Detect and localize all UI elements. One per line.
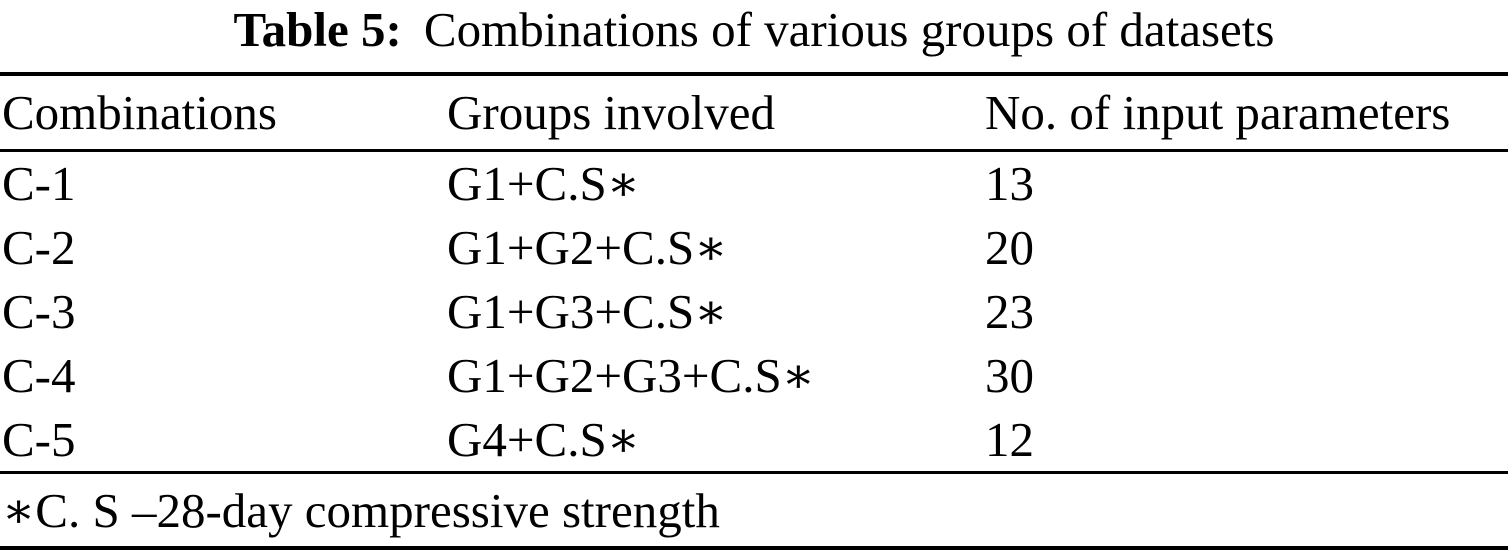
- table-footnote-text: ∗C. S –28-day compressive strength: [2, 482, 720, 538]
- cell-combination: C-1: [2, 156, 76, 212]
- cell-groups: G1+G2+G3+C.S∗: [447, 347, 816, 403]
- table-header-separator-rule: [0, 149, 1508, 152]
- cell-params: 23: [985, 283, 1034, 339]
- table-footnote: ∗C. S –28-day compressive strength: [0, 474, 1508, 546]
- table-caption-label: Table 5:: [233, 2, 402, 57]
- cell-combination: C-2: [2, 220, 76, 276]
- cell-params: 13: [985, 156, 1034, 212]
- cell-groups: G1+C.S∗: [447, 156, 641, 212]
- cell-params: 30: [985, 347, 1034, 403]
- table-top-rule: [0, 72, 1508, 76]
- table-row: C-4 G1+G2+G3+C.S∗ 30: [0, 343, 1508, 407]
- table-row: C-5 G4+C.S∗ 12: [0, 407, 1508, 471]
- table-header-row: Combinations Groups involved No. of inpu…: [0, 76, 1508, 149]
- cell-params: 20: [985, 220, 1034, 276]
- table-row: C-1 G1+C.S∗ 13: [0, 152, 1508, 216]
- cell-combination: C-4: [2, 347, 76, 403]
- cell-groups: G1+G2+C.S∗: [447, 220, 728, 276]
- column-header-groups-involved: Groups involved: [447, 85, 775, 140]
- table-body: C-1 G1+C.S∗ 13 C-2 G1+G2+C.S∗ 20 C-3 G1+…: [0, 152, 1508, 471]
- table-row: C-3 G1+G3+C.S∗ 23: [0, 280, 1508, 344]
- column-header-combinations: Combinations: [2, 85, 277, 140]
- table-caption-text: Combinations of various groups of datase…: [423, 2, 1275, 57]
- table-footnote-separator-rule: [0, 471, 1508, 474]
- table-row: C-2 G1+G2+C.S∗ 20: [0, 216, 1508, 280]
- cell-combination: C-3: [2, 283, 76, 339]
- cell-groups: G1+G3+C.S∗: [447, 283, 728, 339]
- column-header-input-parameters: No. of input parameters: [985, 85, 1451, 140]
- cell-groups: G4+C.S∗: [447, 411, 641, 467]
- cell-combination: C-5: [2, 411, 76, 467]
- table-bottom-rule: [0, 546, 1508, 550]
- table-caption: Table 5: Combinations of various groups o…: [0, 0, 1508, 60]
- cell-params: 12: [985, 411, 1034, 467]
